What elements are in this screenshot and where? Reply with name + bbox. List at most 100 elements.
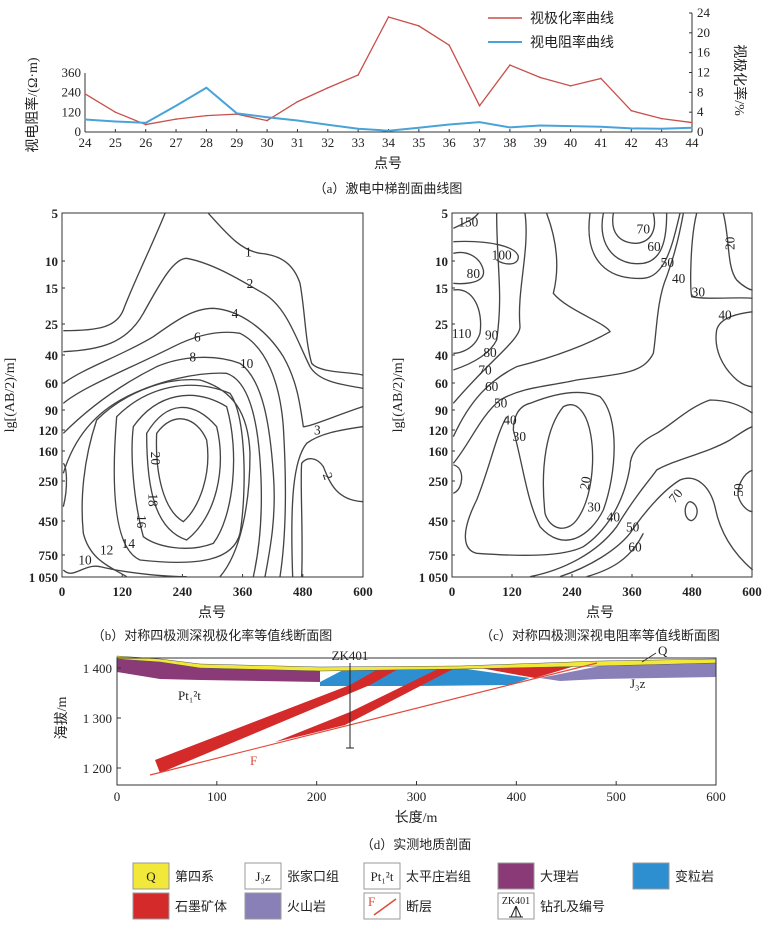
x-tick-label: 35 (412, 135, 425, 150)
x-tick-label: 28 (200, 135, 213, 150)
left-y-tick-label: 240 (62, 85, 82, 100)
data-point (569, 85, 572, 87)
contour-label: 10 (78, 553, 92, 568)
contour-label: 90 (485, 328, 499, 343)
y-tick-label: 1 200 (83, 761, 112, 776)
legend-symbol: ZK401 (502, 896, 530, 907)
legend-item: F 断层 (363, 892, 432, 920)
series (84, 16, 693, 132)
legend-label: 石墨矿体 (175, 899, 227, 914)
data-point (144, 122, 147, 124)
y-ticks: 1 400 1 300 1 200 (83, 661, 121, 776)
contour-label: 80 (467, 266, 481, 281)
contour-line (63, 213, 166, 332)
data-point (327, 123, 329, 126)
data-point (327, 87, 329, 89)
x-tick-label: 31 (291, 135, 304, 150)
right-y-tick-label: 20 (697, 25, 710, 40)
contour-line (155, 418, 209, 523)
x-tick-label: 120 (502, 584, 522, 599)
y-tick-label: 120 (429, 423, 449, 438)
drill-label: ZK401 (332, 648, 369, 663)
y-tick-label: 450 (429, 514, 449, 529)
x-tick-label: 32 (321, 135, 334, 150)
contour-line (62, 565, 187, 578)
contour-label: 6 (194, 329, 201, 344)
contour-line (588, 213, 681, 280)
x-tick-label: 600 (706, 789, 726, 804)
x-tick-label: 200 (307, 789, 327, 804)
data-point (691, 126, 693, 129)
x-tick-label: 600 (353, 584, 373, 599)
y-tick-label: 25 (45, 317, 59, 332)
left-y-tick-label: 360 (62, 65, 82, 80)
data-point (357, 74, 359, 76)
contour-label: 70 (478, 362, 492, 377)
contour-label: 150 (458, 214, 478, 229)
contour-label: 2 (247, 276, 254, 291)
chart-c: 5 10 15 25 40 60 90 120 160 250 450 750 1 050 0 120 24… (391, 206, 762, 643)
contour-line (453, 464, 463, 494)
y-label: 海拔/m (54, 697, 70, 740)
y-tick-label: 15 (435, 281, 449, 296)
contour-line (722, 213, 753, 291)
legend-swatch (132, 862, 170, 890)
contour-label: 14 (122, 536, 136, 551)
contour-line (512, 391, 615, 541)
legend-label: 变粒岩 (675, 869, 714, 884)
x-label: 点号 (374, 156, 402, 172)
y-tick-label: 40 (435, 348, 448, 363)
drill-icon (509, 905, 523, 918)
data-point (660, 127, 663, 130)
data-point (539, 124, 542, 127)
x-tick-label: 25 (109, 135, 122, 150)
contour-line (453, 212, 479, 229)
y-tick-label: 90 (45, 403, 58, 418)
x-tick-label: 38 (503, 135, 516, 150)
y-tick-label: 750 (39, 548, 59, 563)
contour-label: 30 (587, 499, 601, 514)
series-line-polarization (84, 16, 693, 126)
legend-symbol: Q (146, 869, 156, 884)
y-tick-label: 15 (45, 281, 59, 296)
y-tick-label: 450 (39, 514, 59, 529)
legend-item: Pt₁²t 太平庄岩组 (363, 862, 471, 890)
contour-label: 20 (577, 475, 594, 491)
contour-label: 50 (494, 396, 508, 411)
x-tick-label: 480 (682, 584, 702, 599)
contour-label: 8 (189, 349, 196, 364)
y-tick-label: 10 (45, 254, 58, 269)
q-label: Q (658, 643, 668, 658)
x-tick-label: 480 (293, 584, 313, 599)
legend-swatch (632, 862, 670, 890)
contour-label: 40 (607, 509, 621, 524)
x-tick-label: 0 (59, 584, 66, 599)
data-point (448, 123, 451, 126)
contour-line (529, 425, 753, 578)
contour-line (145, 406, 222, 541)
data-point (357, 127, 359, 130)
x-tick-label: 37 (473, 135, 487, 150)
contour-line (542, 404, 594, 529)
x-tick-label: 500 (606, 789, 626, 804)
legend-symbol: J₃z (255, 869, 271, 884)
x-ticks: 24 25 26 27 28 29 30 31 32 33 34 35 36 37 38 39 40 41 42 43… (79, 129, 699, 150)
data-point (569, 125, 572, 127)
contour-label: 50 (731, 483, 746, 497)
contour-line (62, 462, 68, 507)
caption-a: （a）激电中梯剖面曲线图 (314, 181, 463, 196)
contour-line (453, 251, 485, 285)
legend-swatch (363, 892, 401, 920)
legend-label-resistivity: 视电阻率曲线 (530, 34, 614, 51)
contour-label: 60 (628, 539, 642, 554)
right-y-tick-label: 24 (697, 5, 711, 20)
fault-icon (373, 898, 397, 916)
data-point (418, 25, 420, 27)
x-tick-label: 27 (170, 135, 184, 150)
legend-label: 张家口组 (287, 869, 339, 884)
x-tick-label: 0 (449, 584, 456, 599)
y-tick-label: 10 (435, 254, 448, 269)
legend-item: J₃z 张家口组 (244, 862, 339, 890)
data-point (660, 117, 663, 120)
